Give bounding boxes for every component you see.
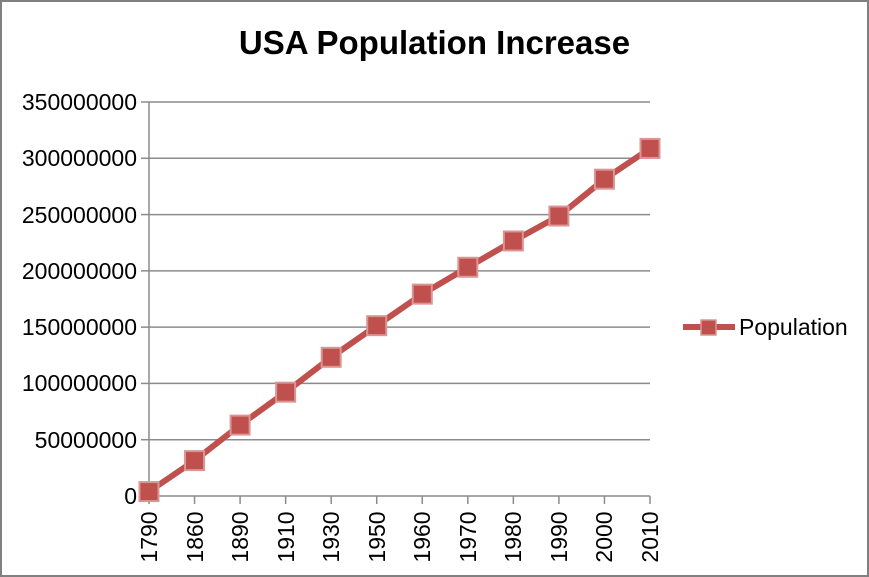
x-axis-label: 1930: [318, 511, 345, 563]
y-axis-label: 50000000: [34, 426, 137, 453]
series-marker: [138, 481, 160, 503]
y-axis-label: 100000000: [21, 370, 137, 397]
series-marker: [457, 256, 479, 278]
series-marker: [366, 315, 388, 337]
x-axis-label: 1790: [136, 511, 162, 563]
series-marker: [548, 205, 570, 227]
y-axis-label: 250000000: [21, 201, 137, 228]
series-marker: [502, 230, 524, 252]
x-axis-label: 1970: [454, 511, 481, 563]
series-marker: [275, 381, 297, 403]
legend-label: Population: [739, 313, 848, 340]
series-marker: [639, 137, 661, 159]
legend-line-marker-icon: [683, 319, 735, 336]
x-axis-label: 1910: [272, 511, 299, 563]
x-axis-label: 1950: [363, 511, 390, 563]
x-axis-label: 1980: [500, 511, 527, 563]
legend: Population: [683, 313, 848, 341]
series-marker: [411, 283, 433, 305]
y-axis-label: 150000000: [21, 314, 137, 341]
y-axis-label: 200000000: [21, 257, 137, 284]
x-axis-label: 2010: [637, 511, 663, 563]
y-axis-label: 0: [124, 483, 137, 509]
series-marker: [184, 450, 206, 472]
x-axis-label: 1960: [409, 511, 436, 563]
x-axis-label: 2000: [591, 511, 618, 563]
y-axis-label: 350000000: [21, 89, 137, 115]
legend-marker: [700, 319, 717, 336]
y-axis-label: 300000000: [21, 145, 137, 172]
chart-title: USA Population Increase: [238, 24, 631, 61]
x-axis-label: 1990: [545, 511, 572, 563]
x-axis-label: 1890: [227, 511, 254, 563]
x-axis-label: 1860: [181, 511, 208, 563]
series-marker: [320, 346, 342, 368]
series-marker: [593, 168, 615, 190]
series-marker: [229, 414, 251, 436]
